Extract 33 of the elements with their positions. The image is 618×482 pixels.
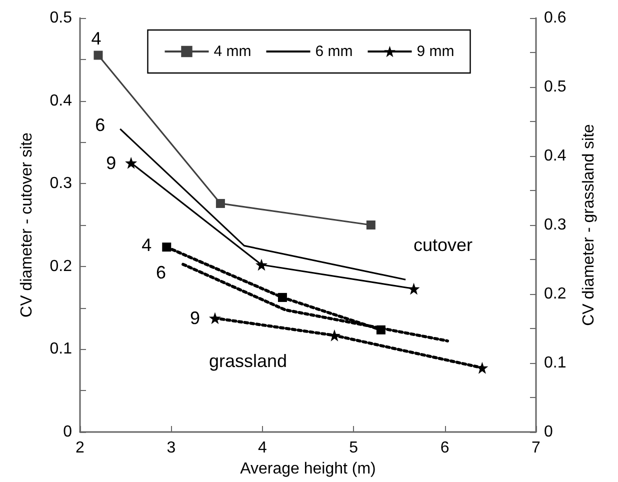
legend-label: 9 mm xyxy=(416,43,454,60)
x-tick-label: 4 xyxy=(258,440,267,456)
annotation: 9 xyxy=(106,152,116,173)
x-tick-label: 2 xyxy=(76,440,85,456)
y2-tick-label: 0.6 xyxy=(544,10,566,26)
y2-tick-label: 0.4 xyxy=(544,148,566,164)
y2-tick-label: 0.1 xyxy=(544,354,566,372)
y-tick-label: 0 xyxy=(63,424,72,440)
annotation: 9 xyxy=(190,308,200,328)
annotation: 6 xyxy=(95,114,106,135)
y2-tick-label: 0.5 xyxy=(544,78,566,96)
y-tick-label: 0.2 xyxy=(50,258,72,275)
x-tick-label: 3 xyxy=(166,440,176,456)
y2-tick-label: 0.3 xyxy=(544,216,566,234)
y2-axis-title: CV diameter - grassland site xyxy=(580,124,598,326)
annotation: 6 xyxy=(156,262,166,282)
annotation: cutover xyxy=(413,235,473,255)
y-tick-label: 0.5 xyxy=(50,10,72,26)
x-tick-label: 7 xyxy=(532,440,541,456)
y-tick-label: 0.3 xyxy=(50,175,72,192)
annotation: grassland xyxy=(208,351,288,371)
legend-label: 4 mm xyxy=(214,43,252,60)
y2-tick-label: 0 xyxy=(544,424,553,440)
x-tick-label: 6 xyxy=(440,440,450,456)
annotation: 4 xyxy=(91,28,102,48)
y2-tick-label: 0.2 xyxy=(544,286,566,302)
legend-label: 6 mm xyxy=(315,43,353,60)
y-tick-label: 0.1 xyxy=(50,340,72,358)
annotation: 4 xyxy=(142,235,152,256)
x-axis-title: Average height (m) xyxy=(240,460,376,478)
y-tick-label: 0.4 xyxy=(50,92,72,110)
y-axis-title: CV diameter - cutover site xyxy=(18,132,36,318)
x-tick-label: 5 xyxy=(349,440,358,456)
